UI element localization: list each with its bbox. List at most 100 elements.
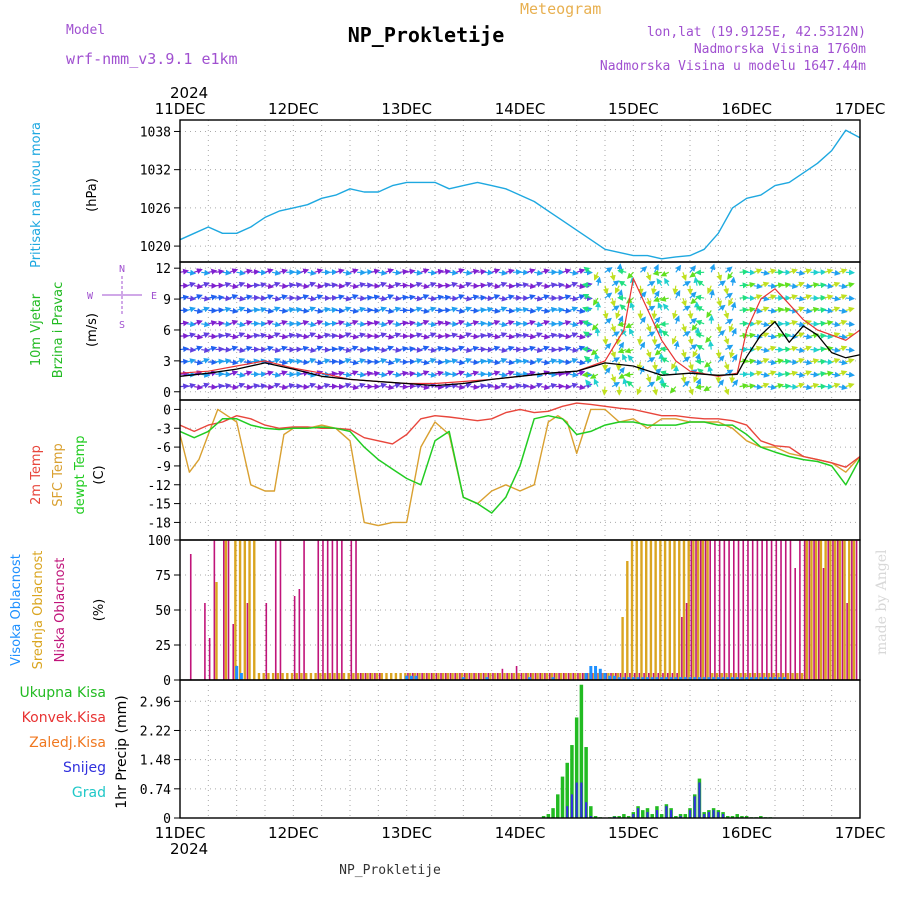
wind-arrow	[818, 373, 826, 374]
wind-arrow	[513, 335, 521, 336]
wind-arrow	[555, 335, 563, 336]
wind-arrow	[414, 374, 422, 375]
wind-arrow	[592, 350, 598, 355]
cloud-bar	[549, 673, 551, 680]
wind-arrow	[782, 284, 790, 285]
wind-arrow	[534, 384, 542, 387]
compass-letter: N	[119, 264, 125, 275]
wind-arrow	[300, 270, 308, 272]
wind-arrow	[754, 321, 762, 323]
cloud-bar	[747, 540, 749, 680]
wind-arrow	[541, 296, 549, 298]
cloud-bar	[475, 673, 477, 680]
wind-arrow	[456, 286, 464, 287]
wind-arrow	[421, 387, 429, 388]
top-day-label: 17DEC	[835, 100, 886, 118]
y-tick-label: -15	[148, 498, 171, 513]
y-tick-label: 2.96	[140, 695, 171, 710]
wind-arrow	[676, 291, 680, 298]
precip-bar	[670, 810, 672, 818]
wind-arrow	[640, 317, 645, 323]
wind-arrow	[265, 286, 273, 287]
wind-arrow	[648, 306, 655, 310]
wind-arrow	[728, 272, 733, 278]
wind-arrow	[658, 303, 661, 310]
wind-arrow	[810, 385, 818, 387]
wind-arrow	[357, 374, 365, 375]
cloud-bar	[761, 540, 763, 680]
wind-arrow	[393, 350, 401, 351]
wind-arrow	[832, 272, 840, 273]
cloud-bar	[823, 568, 825, 680]
wind-arrow	[279, 372, 287, 375]
cloud-bar	[456, 673, 458, 680]
wind-arrow	[230, 310, 238, 311]
footer-station: NP_Prokletije	[339, 863, 441, 878]
wind-arrow	[775, 360, 783, 362]
cloud-bar	[664, 540, 666, 680]
wind-arrow	[555, 361, 563, 362]
cloud-bar	[705, 540, 707, 680]
wind-arrow	[237, 283, 245, 286]
wind-arrow	[478, 385, 486, 386]
wind-arrow	[605, 336, 606, 344]
cloud-bar	[681, 617, 683, 680]
wind-arrow	[768, 296, 776, 298]
wind-arrow	[563, 296, 571, 298]
cloud-bar	[577, 673, 579, 680]
wind-arrow	[350, 362, 358, 363]
wind-arrow	[789, 362, 797, 363]
wind-speed-line	[180, 322, 860, 386]
wind-arrow	[364, 323, 372, 324]
wind-arrow	[725, 293, 732, 298]
wind-arrow	[548, 334, 556, 336]
wind-arrow	[612, 350, 615, 358]
cloud-bar	[459, 673, 461, 680]
cloud-bar	[431, 673, 433, 680]
wind-arrow	[527, 387, 535, 388]
wind-arrow	[407, 348, 415, 349]
wind-arrow	[708, 286, 711, 293]
wind-arrow	[492, 336, 500, 337]
wind-arrow	[223, 284, 231, 286]
cloud-bar	[314, 673, 316, 680]
wind-arrow	[421, 310, 429, 311]
cloud-bar	[324, 673, 326, 680]
cloud-bar	[738, 540, 740, 680]
wind-arrow	[747, 361, 755, 362]
cloud-bar	[442, 673, 444, 680]
wind-arrow	[470, 271, 478, 273]
wind-arrow	[449, 350, 457, 351]
precip-bar	[694, 796, 696, 818]
wind-arrow	[527, 372, 535, 374]
wind-arrow	[577, 336, 585, 337]
wind-arrow	[393, 359, 401, 361]
wind-arrow	[329, 361, 337, 362]
wind-arrow	[272, 272, 280, 273]
wind-arrow	[364, 272, 372, 273]
wind-arrow	[293, 374, 301, 375]
wind-arrow	[725, 345, 732, 349]
y-tick-label: 0	[163, 403, 171, 418]
wind-arrow	[520, 386, 528, 387]
cloud-bar	[809, 540, 811, 680]
wind-arrow	[555, 284, 563, 285]
wind-arrow	[350, 310, 358, 311]
wind-arrow	[357, 298, 365, 299]
wind-arrow	[612, 332, 619, 336]
wind-arrow	[697, 307, 704, 310]
wind-arrow	[208, 271, 216, 273]
wind-arrow	[796, 324, 804, 325]
wind-ylabel-line2: Brzina i Pravac	[51, 282, 66, 379]
wind-arrow	[378, 374, 386, 375]
cloud-bar	[489, 673, 491, 680]
cloud-bar	[815, 540, 817, 680]
wind-arrow	[683, 332, 690, 336]
wind-arrow	[624, 379, 626, 387]
wind-arrow	[655, 318, 660, 324]
wind-arrow	[449, 334, 457, 336]
wind-arrow	[456, 321, 464, 324]
wind-arrow	[343, 374, 351, 375]
wind-arrow	[286, 335, 294, 336]
